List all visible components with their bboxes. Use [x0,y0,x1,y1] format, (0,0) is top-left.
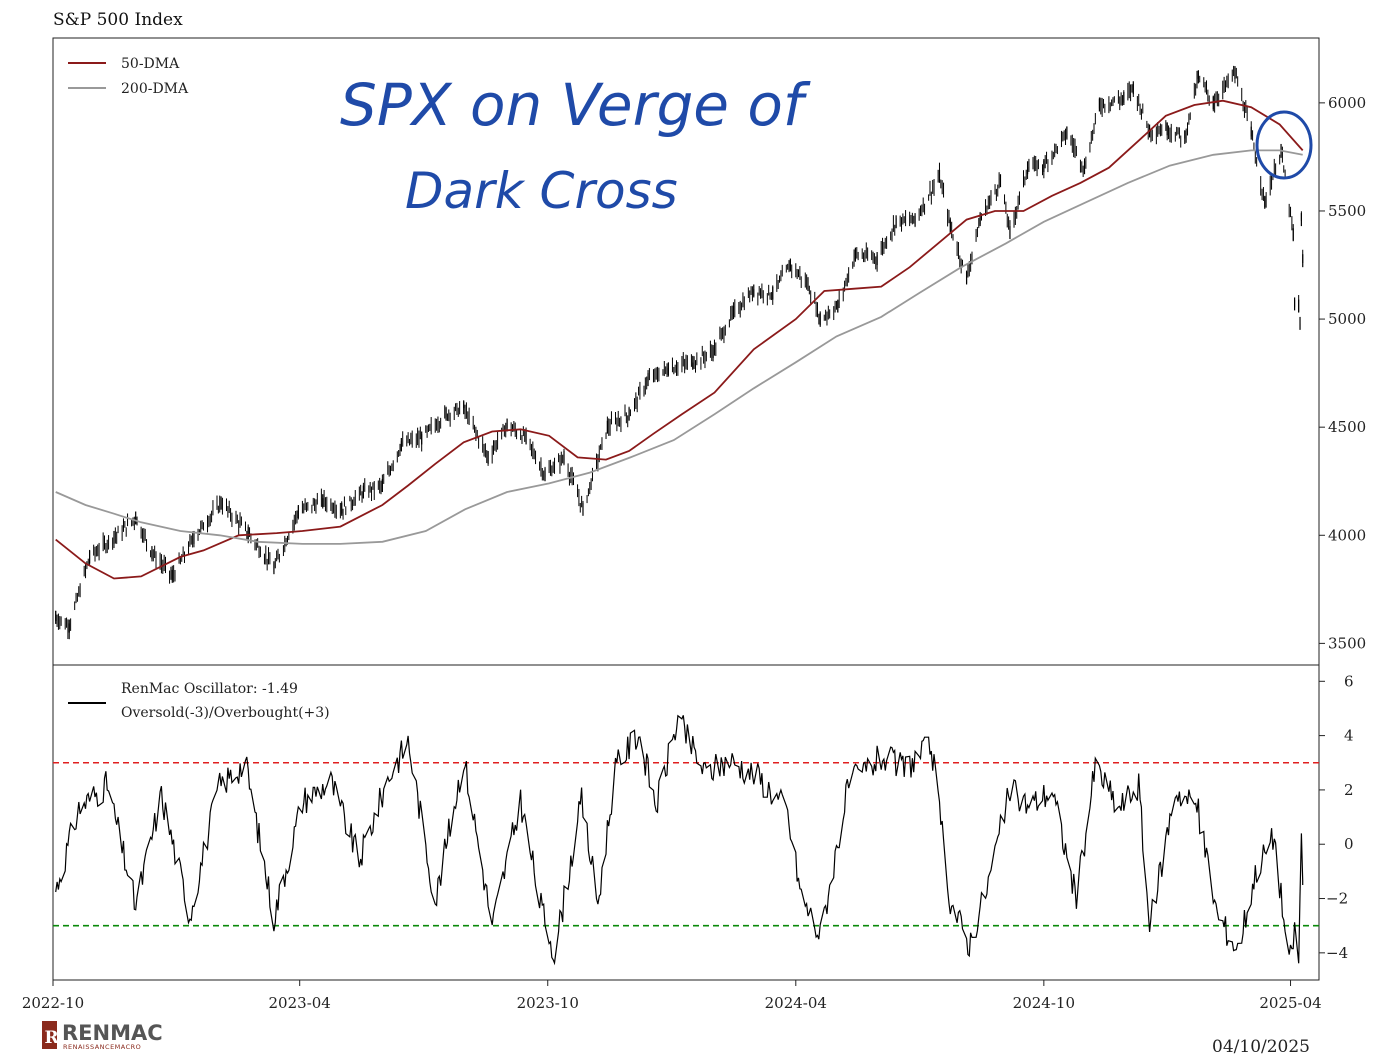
x-tick-label: 2023-10 [517,994,579,1012]
logo-mark-letter: R [45,1028,60,1048]
osc-y-tick-label: 0 [1344,835,1354,853]
legend-label-200-dma: 200-DMA [121,81,189,97]
price-bars [55,65,1304,640]
price-y-tick-label: 5500 [1328,202,1366,220]
dma-50-line [55,99,1304,580]
oscillator-line [55,714,1304,966]
dma-200-line [55,149,1303,545]
oscillator-lines [53,714,1319,966]
x-axis: 2022-10 2023-04 2023-10 2024-04 2024-10 2025-… [22,980,1322,1012]
logo-mark [42,1021,57,1049]
price-y-tick-label: 3500 [1328,634,1366,652]
legend-label-50-dma: 50-DMA [121,56,180,72]
price-legend: 50-DMA 200-DMA [68,56,189,97]
renmac-logo: R RENMAC RENAISSANCEMACRO [42,1021,163,1051]
logo-tagline: RENAISSANCEMACRO [63,1043,141,1051]
logo-name: RENMAC [62,1021,163,1045]
price-y-tick-label: 5000 [1328,310,1366,328]
price-y-axis: 3500 4000 4500 5000 5500 6000 [1319,94,1366,652]
oscillator-legend: RenMac Oscillator: -1.49 Oversold(-3)/Ov… [68,681,330,721]
annotation-line-1: SPX on Verge of [340,71,811,139]
handwritten-annotation: SPX on Verge of Dark Cross [340,71,1313,220]
moving-average-lines [55,99,1304,580]
osc-y-tick-label: 6 [1344,672,1354,690]
price-y-tick-label: 4500 [1328,418,1366,436]
price-y-tick-label: 4000 [1328,526,1366,544]
chart-title: S&P 500 Index [53,10,183,30]
price-y-tick-label: 6000 [1328,94,1366,112]
osc-y-tick-label: 4 [1344,727,1354,745]
annotation-line-2: Dark Cross [405,162,678,220]
x-tick-label: 2023-04 [269,994,331,1012]
x-tick-label: 2024-10 [1013,994,1075,1012]
annotation-circle [1255,110,1313,180]
x-tick-label: 2022-10 [22,994,84,1012]
osc-y-tick-label: 2 [1344,781,1354,799]
oscillator-y-axis: −4 −2 0 2 4 6 [1319,672,1354,962]
x-tick-label: 2024-04 [765,994,827,1012]
x-tick-label: 2025-04 [1259,994,1321,1012]
date-stamp: 04/10/2025 [1212,1037,1310,1055]
legend-label-thresholds: Oversold(-3)/Overbought(+3) [121,705,330,721]
osc-y-tick-label: −4 [1326,944,1348,962]
legend-label-oscillator: RenMac Oscillator: -1.49 [121,681,298,697]
osc-y-tick-label: −2 [1326,890,1348,908]
oscillator-panel-frame [52,664,1320,981]
